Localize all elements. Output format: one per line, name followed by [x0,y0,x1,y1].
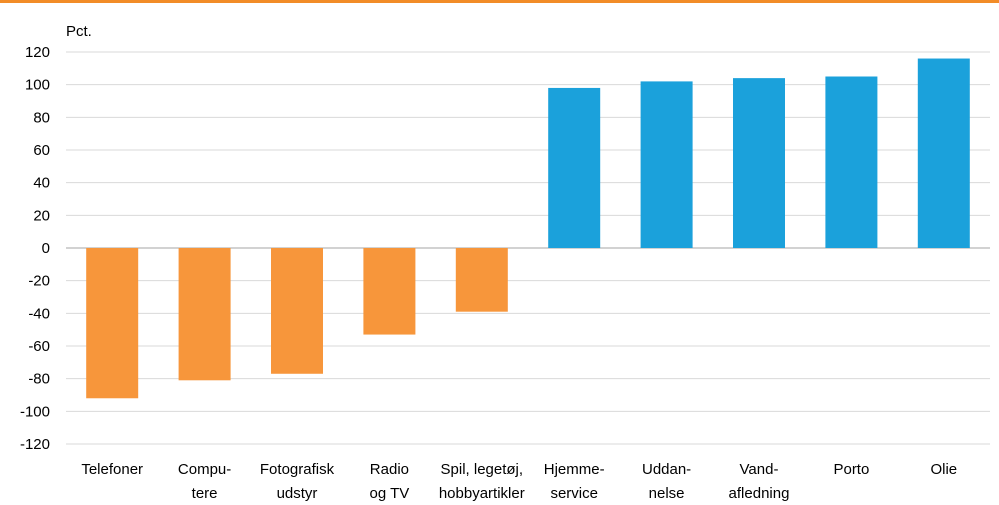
x-tick-label: Olie [930,461,957,478]
x-tick-label: Telefoner [81,461,143,478]
x-tick-label-line: service [550,485,598,502]
bar [455,248,508,312]
x-tick-label: Vand-afledning [729,461,790,502]
x-tick-label-line: Vand- [740,461,779,478]
y-tick-label: -60 [28,338,50,355]
x-tick-label-line: afledning [729,485,790,502]
y-tick-label: 20 [33,207,50,224]
x-tick-label-line: Uddan- [642,461,691,478]
x-tick-label-line: hobbyartikler [439,485,525,502]
x-tick-label: Spil, legetøj, hobbyartikler [439,461,525,502]
x-tick-label-line: Spil, legetøj, [441,461,524,478]
x-tick-label-line: Telefoner [81,461,143,478]
top-rule [0,0,999,3]
y-tick-label: 60 [33,142,50,159]
bar [271,248,323,374]
x-tick-label: Hjemme-service [544,461,605,502]
x-tick-label: Porto [833,461,869,478]
x-tick-label-line: og TV [370,485,410,502]
x-tick-label: Compu-tere [178,461,231,502]
x-tick-label-line: Hjemme- [544,461,605,478]
x-tick-label-line: Fotografisk [260,461,335,478]
bar [178,248,231,381]
y-tick-label: 120 [25,44,50,61]
bar [363,248,416,335]
x-tick-label: Fotografisk udstyr [260,461,335,502]
bar [86,248,139,399]
x-tick-label-line: Porto [833,461,869,478]
y-tick-label: 80 [33,109,50,126]
y-tick-label: -120 [20,436,50,453]
x-tick-label-line: Olie [930,461,957,478]
bar [825,76,878,248]
x-tick-label-line: udstyr [277,485,318,502]
x-tick-label: Uddan-nelse [642,461,691,502]
y-tick-label: 40 [33,175,50,192]
y-tick-label: 0 [42,240,50,257]
bar [917,58,970,249]
x-tick-label-line: tere [192,485,218,502]
y-tick-label: -80 [28,371,50,388]
x-tick-label-line: nelse [649,485,685,502]
bar [640,81,693,249]
y-tick-label: -100 [20,403,50,420]
x-tick-label-line: Radio [370,461,409,478]
y-tick-label: -40 [28,305,50,322]
x-tick-label: Radio og TV [370,461,410,502]
y-axis-label: Pct. [66,23,92,40]
x-tick-label-line: Compu- [178,461,231,478]
y-tick-label: 100 [25,77,50,94]
y-tick-label: -20 [28,273,50,290]
bar [733,78,785,248]
bar [548,87,601,248]
